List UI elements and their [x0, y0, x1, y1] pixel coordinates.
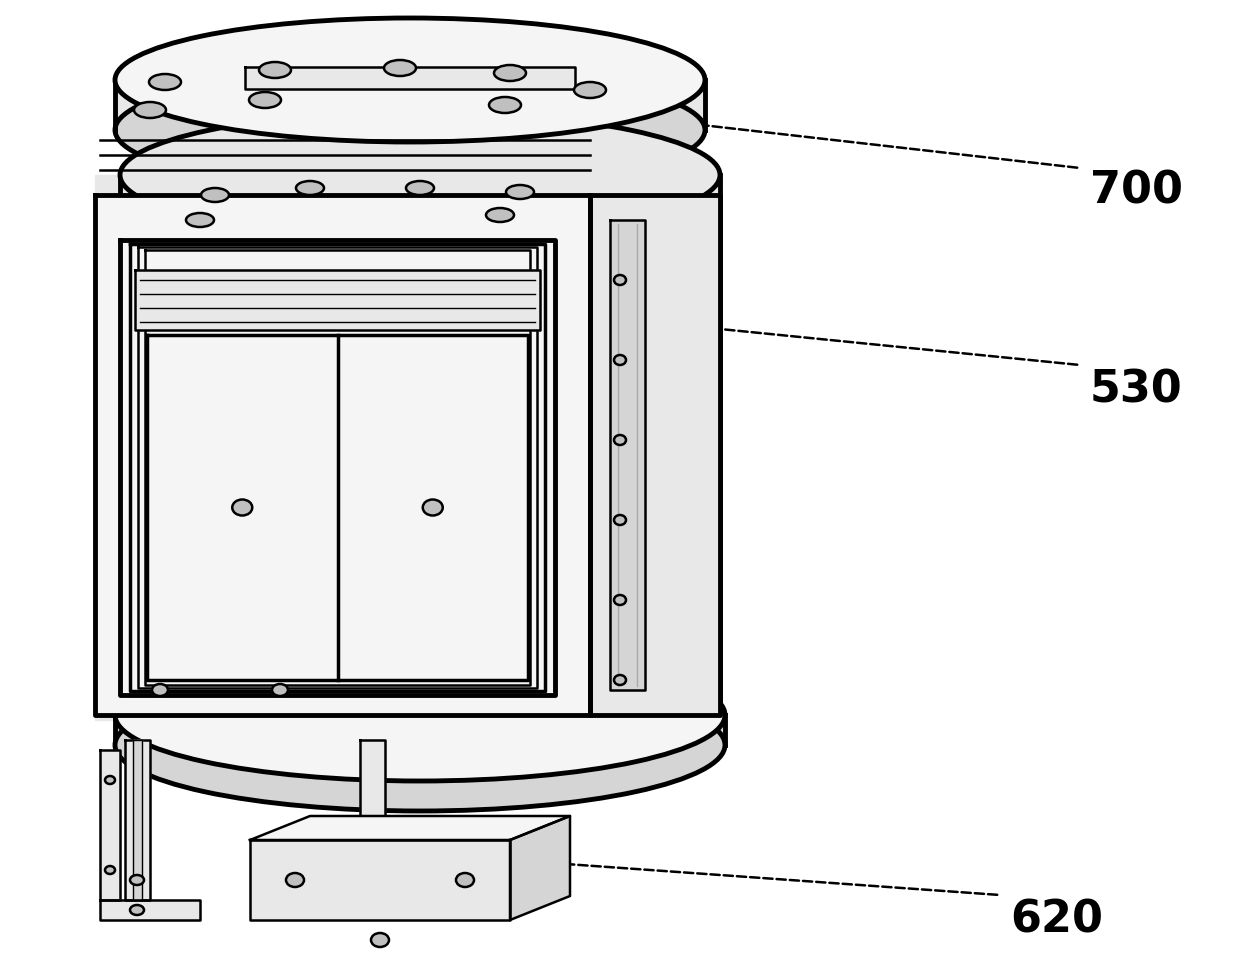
- Ellipse shape: [423, 500, 443, 515]
- Ellipse shape: [105, 776, 115, 784]
- Ellipse shape: [115, 649, 725, 781]
- Ellipse shape: [115, 679, 725, 811]
- Polygon shape: [100, 750, 120, 900]
- Ellipse shape: [186, 213, 215, 227]
- Polygon shape: [115, 80, 706, 130]
- Polygon shape: [510, 816, 570, 920]
- Ellipse shape: [149, 74, 181, 90]
- Ellipse shape: [486, 208, 515, 222]
- Polygon shape: [133, 740, 143, 900]
- Polygon shape: [246, 67, 575, 89]
- Polygon shape: [148, 335, 528, 680]
- Ellipse shape: [286, 873, 304, 887]
- Polygon shape: [95, 175, 720, 720]
- Polygon shape: [100, 900, 200, 920]
- Polygon shape: [250, 840, 510, 920]
- Ellipse shape: [115, 68, 706, 192]
- Ellipse shape: [296, 181, 324, 195]
- Polygon shape: [135, 270, 539, 330]
- Ellipse shape: [494, 65, 526, 81]
- Ellipse shape: [614, 595, 626, 605]
- Ellipse shape: [272, 684, 288, 696]
- Ellipse shape: [249, 92, 281, 108]
- Ellipse shape: [405, 181, 434, 195]
- Ellipse shape: [120, 112, 720, 238]
- Ellipse shape: [506, 185, 534, 199]
- Polygon shape: [95, 195, 590, 715]
- Ellipse shape: [201, 188, 229, 202]
- Polygon shape: [120, 240, 556, 695]
- Polygon shape: [125, 740, 150, 900]
- Ellipse shape: [614, 275, 626, 285]
- Ellipse shape: [130, 875, 144, 885]
- Ellipse shape: [115, 18, 706, 142]
- Polygon shape: [115, 715, 725, 745]
- Ellipse shape: [614, 675, 626, 685]
- Ellipse shape: [105, 866, 115, 874]
- Ellipse shape: [232, 500, 252, 515]
- Ellipse shape: [614, 355, 626, 365]
- Ellipse shape: [259, 62, 291, 78]
- Ellipse shape: [456, 873, 474, 887]
- Ellipse shape: [384, 60, 415, 76]
- Polygon shape: [250, 816, 570, 840]
- Polygon shape: [590, 195, 720, 715]
- Ellipse shape: [130, 905, 144, 915]
- Text: 700: 700: [1090, 170, 1183, 213]
- Ellipse shape: [489, 97, 521, 113]
- Text: 620: 620: [1011, 898, 1104, 941]
- Ellipse shape: [574, 82, 606, 98]
- Ellipse shape: [614, 435, 626, 445]
- Polygon shape: [610, 220, 645, 690]
- Ellipse shape: [134, 102, 166, 118]
- Ellipse shape: [371, 933, 389, 947]
- Polygon shape: [360, 740, 384, 870]
- Text: 530: 530: [1090, 368, 1183, 411]
- Ellipse shape: [614, 515, 626, 525]
- Ellipse shape: [153, 684, 167, 696]
